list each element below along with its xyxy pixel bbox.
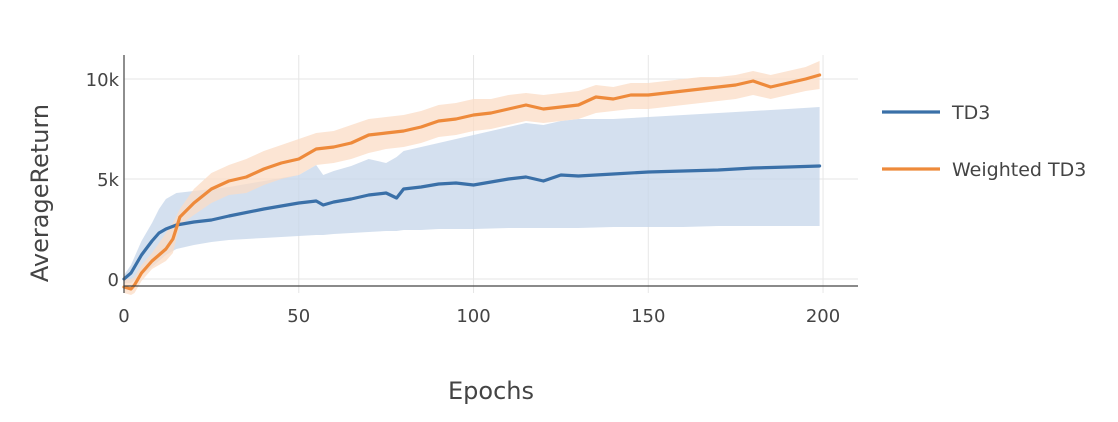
x-tick-label-3: 150 (631, 306, 665, 327)
band-series-1 (124, 61, 820, 295)
line-series-0 (122, 164, 822, 281)
y-tick-labels: 0 5k 10k (86, 70, 120, 291)
x-tick-label-1: 50 (287, 306, 310, 327)
x-tick-label-4: 200 (806, 306, 840, 327)
y-tick-label-2: 10k (86, 70, 120, 91)
x-axis-title: Epochs (448, 377, 534, 405)
series-lines (122, 73, 822, 291)
legend-label-0: TD3 (951, 102, 990, 124)
legend: TD3 Weighted TD3 (882, 102, 1086, 181)
y-tick-label-0: 0 (108, 270, 119, 291)
y-axis-title: AverageReturn (26, 104, 54, 282)
x-tick-labels: 0 50 100 150 200 (118, 306, 840, 327)
axes (123, 55, 858, 293)
legend-label-1: Weighted TD3 (952, 159, 1086, 181)
x-tick-label-2: 100 (456, 306, 490, 327)
line-series-1 (122, 73, 822, 291)
band-series-0 (124, 107, 820, 283)
x-tick-label-0: 0 (118, 306, 129, 327)
confidence-bands (124, 61, 820, 295)
y-tick-label-1: 5k (97, 170, 119, 191)
